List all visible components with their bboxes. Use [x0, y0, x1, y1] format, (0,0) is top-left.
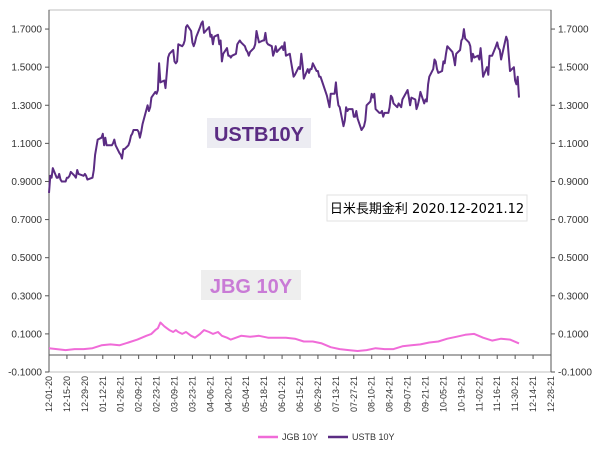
left-y-tick-labels: 1.7000 1.5000 1.3000 1.1000 0.9000 0.7000 0.50…	[8, 25, 49, 379]
y-tick-label: 0.3000	[11, 291, 42, 302]
x-tick-label: 05-04-21	[241, 376, 251, 412]
x-tick-label: 08-10-21	[367, 376, 377, 412]
x-tick-label: 07-13-21	[331, 376, 341, 412]
x-tick-label: 11-30-21	[510, 376, 520, 411]
x-tick-label: 05-18-21	[259, 376, 269, 412]
series-line-jgb	[48, 321, 520, 352]
x-tick-label: 12-29-20	[80, 376, 90, 412]
x-tick-label: 10-05-21	[438, 376, 448, 412]
x-tick-label: 06-29-21	[313, 376, 323, 412]
x-tick-label: 02-09-21	[134, 376, 144, 412]
ustb-label-box	[207, 118, 311, 148]
y-tick-label: 1.3000	[11, 101, 42, 112]
y-tick-label-right: 1.1000	[558, 139, 589, 150]
y-tick-label: -0.1000	[8, 368, 42, 379]
x-tick-label: 01-26-21	[116, 376, 126, 412]
series-lines	[48, 20, 520, 352]
y-tick-label: 0.5000	[11, 253, 42, 264]
y-tick-label: 0.7000	[11, 215, 42, 226]
y-tick-label-right: 1.7000	[558, 25, 589, 36]
x-tick-label: 11-02-21	[474, 376, 484, 411]
x-tick-label: 11-16-21	[492, 376, 502, 411]
x-tick-label: 03-23-21	[187, 376, 197, 412]
chart-title-box	[326, 194, 528, 222]
x-tick-label: 03-09-21	[170, 376, 180, 412]
y-tick-label-right: 0.7000	[558, 215, 589, 226]
x-tick-labels: 12-01-20 12-15-20 12-29-20 01-12-21 01-26-21…	[44, 355, 556, 412]
y-tick-label-right: 0.9000	[558, 177, 589, 188]
y-tick-label: 1.5000	[11, 63, 42, 74]
x-tick-label: 09-07-21	[403, 376, 413, 412]
y-tick-label-right: -0.1000	[558, 368, 592, 379]
jgb-annotation: JBG 10Y	[210, 276, 293, 298]
x-tick-label: 08-24-21	[385, 376, 395, 412]
ustb-annotation: USTB10Y	[214, 124, 305, 146]
series-line-ustb	[48, 20, 520, 193]
y-tick-label-right: 0.1000	[558, 329, 589, 340]
y-tick-label: 1.7000	[11, 25, 42, 36]
x-tick-label: 12-28-21	[546, 376, 556, 412]
legend-label-ustb: USTB 10Y	[352, 432, 395, 442]
legend: JGB 10Y USTB 10Y	[258, 432, 395, 442]
x-tick-label: 01-12-21	[98, 376, 108, 412]
jgb-label-box	[201, 270, 301, 300]
y-tick-label-right: 0.5000	[558, 253, 589, 264]
y-tick-label-right: 1.5000	[558, 63, 589, 74]
x-tick-label: 06-15-21	[295, 376, 305, 412]
y-tick-label: 0.9000	[11, 177, 42, 188]
x-tick-label: 10-19-21	[456, 376, 466, 412]
x-tick-label: 04-20-21	[223, 376, 233, 412]
x-tick-label: 02-23-21	[152, 376, 162, 412]
x-tick-label: 12-15-20	[62, 376, 72, 412]
y-tick-label: 1.1000	[11, 139, 42, 150]
x-tick-label: 09-21-21	[421, 376, 431, 412]
chart-title: 日米長期金利 2020.12-2021.12	[330, 201, 524, 217]
x-tick-label: 12-14-21	[528, 376, 538, 412]
y-tick-label-right: 1.3000	[558, 101, 589, 112]
x-tick-label: 07-27-21	[349, 376, 359, 412]
y-tick-label-right: 0.3000	[558, 291, 589, 302]
x-tick-label: 06-01-21	[277, 376, 287, 412]
y-tick-label: 0.1000	[11, 329, 42, 340]
right-y-tick-labels: 1.7000 1.5000 1.3000 1.1000 0.9000 0.7000 0.50…	[551, 25, 592, 379]
x-tick-label: 04-06-21	[205, 376, 215, 412]
legend-label-jgb: JGB 10Y	[282, 432, 318, 442]
x-tick-label: 12-01-20	[44, 376, 54, 412]
